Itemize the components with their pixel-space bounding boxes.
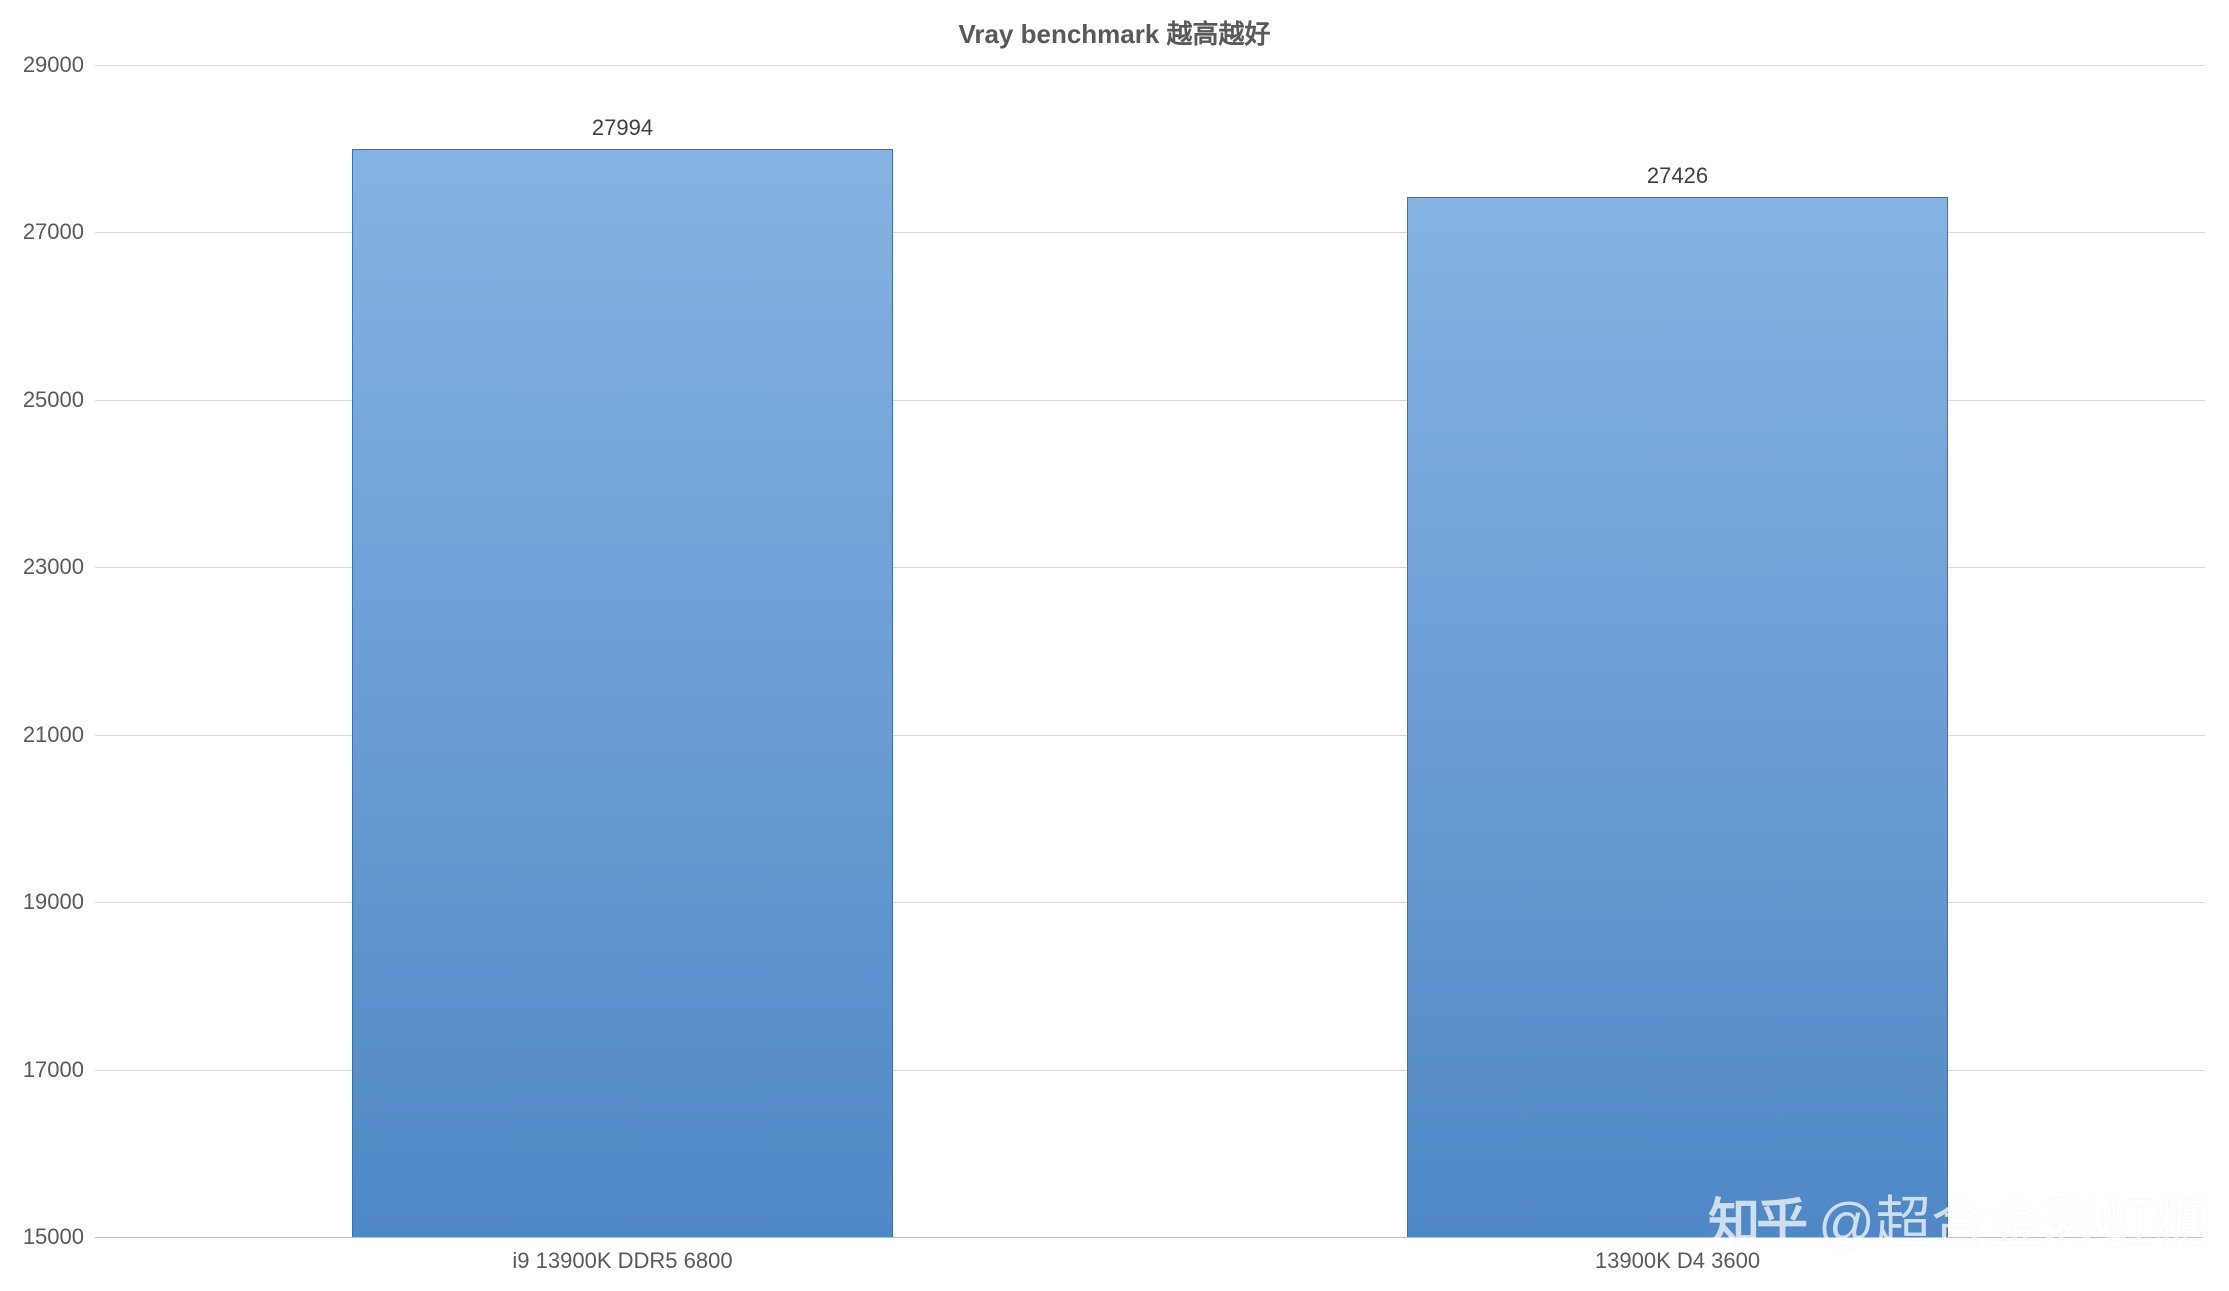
x-tick-label: i9 13900K DDR5 6800 <box>323 1248 923 1274</box>
bar <box>1407 197 1948 1237</box>
y-tick-label: 25000 <box>4 387 84 413</box>
y-tick-label: 19000 <box>4 889 84 915</box>
y-tick-label: 17000 <box>4 1057 84 1083</box>
gridline <box>95 65 2205 66</box>
bar-value-label: 27994 <box>523 115 723 141</box>
y-tick-label: 23000 <box>4 554 84 580</box>
y-tick-label: 27000 <box>4 219 84 245</box>
y-tick-label: 21000 <box>4 722 84 748</box>
x-tick-label: 13900K D4 3600 <box>1378 1248 1978 1274</box>
bar-value-label: 27426 <box>1578 163 1778 189</box>
chart-title: Vray benchmark 越高越好 <box>0 14 2229 51</box>
gridline <box>95 1237 2205 1238</box>
chart-plot-area <box>95 65 2205 1237</box>
y-tick-label: 15000 <box>4 1224 84 1250</box>
y-tick-label: 29000 <box>4 52 84 78</box>
bar <box>352 149 893 1237</box>
